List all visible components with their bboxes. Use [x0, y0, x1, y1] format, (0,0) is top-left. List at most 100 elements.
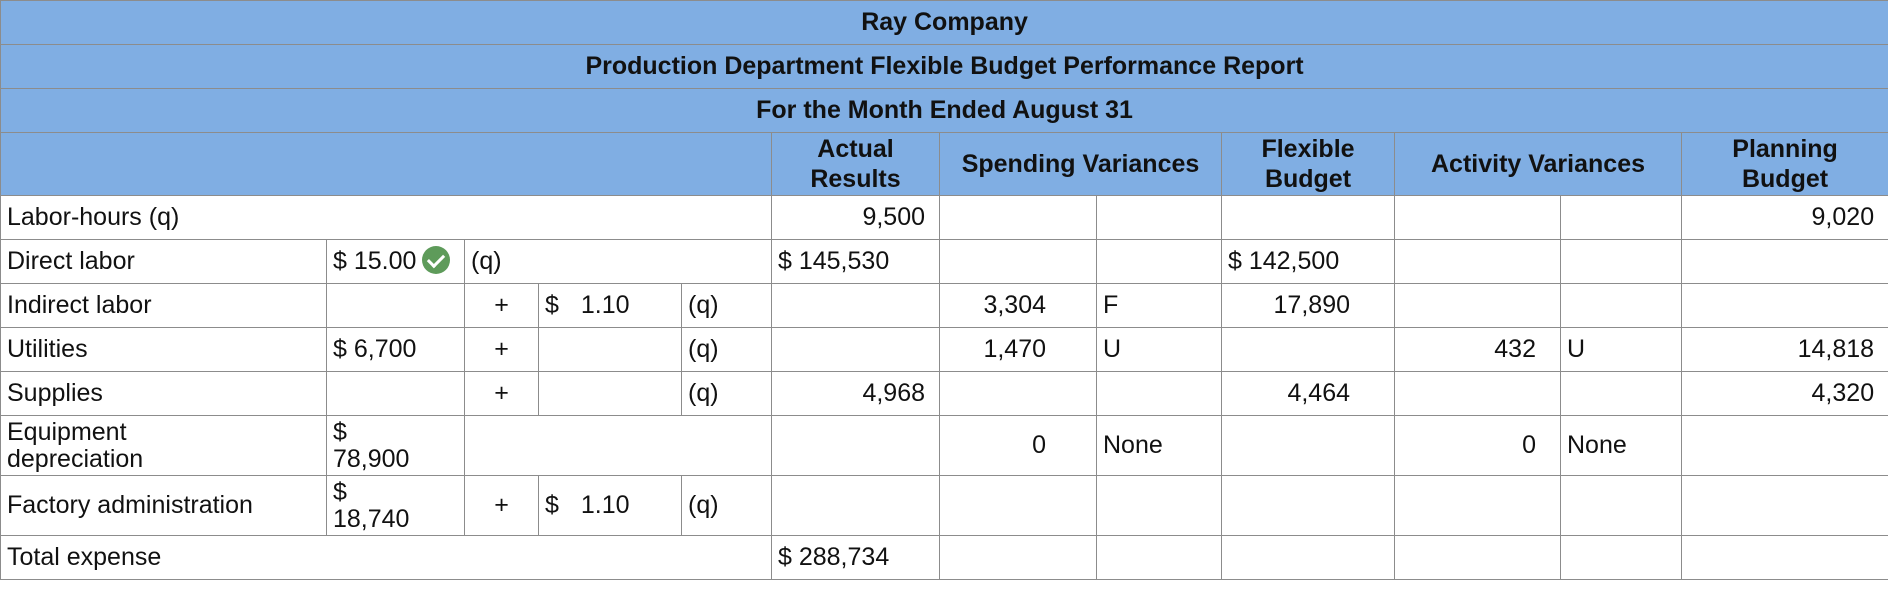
spending-fu-cell[interactable]: None: [1096, 415, 1222, 476]
column-header-activity: Activity Variances: [1394, 132, 1682, 196]
activity-fu-cell[interactable]: [1560, 475, 1682, 536]
planning-cell[interactable]: [1680, 475, 1888, 536]
actual-cell[interactable]: [771, 327, 940, 372]
fixed-cost-cell[interactable]: $18,740: [326, 475, 465, 536]
row-label: Equipment depreciation: [0, 415, 327, 476]
fixed-cost-value: 18,740: [333, 504, 410, 533]
activity-fu-cell[interactable]: [1560, 535, 1682, 580]
report-title: Production Department Flexible Budget Pe…: [0, 44, 1888, 89]
row-equipment-depreciation: Equipment depreciation $78,900 0 None 0 N…: [0, 415, 1888, 476]
rate-cell[interactable]: [538, 371, 682, 416]
q-cell: (q): [681, 475, 772, 536]
activity-fu-cell[interactable]: [1560, 239, 1682, 284]
spending-fu-cell[interactable]: U: [1096, 327, 1222, 372]
fixed-cost-cell[interactable]: $ 15.00: [326, 239, 465, 284]
spending-cell[interactable]: 1,470: [939, 327, 1097, 372]
column-header-planning: Planning Budget: [1680, 132, 1888, 196]
fixed-cost-dollar: $: [333, 417, 347, 446]
planning-cell[interactable]: [1680, 535, 1888, 580]
rate-cell[interactable]: $1.10: [538, 475, 682, 536]
row-utilities: Utilities $ 6,700 + (q) 1,470 U 432 U 14…: [0, 327, 1888, 372]
planning-cell[interactable]: [1680, 239, 1888, 284]
report-period: For the Month Ended August 31: [0, 88, 1888, 133]
actual-cell[interactable]: $ 145,530: [771, 239, 940, 284]
spending-cell[interactable]: [939, 535, 1097, 580]
flexible-cell[interactable]: 4,464: [1221, 371, 1395, 416]
spending-cell[interactable]: [939, 475, 1097, 536]
row-label: Utilities: [0, 327, 327, 372]
flexible-cell[interactable]: [1221, 535, 1395, 580]
flexible-cell[interactable]: $ 142,500: [1221, 239, 1395, 284]
fixed-cost-dollar: $: [333, 477, 347, 506]
activity-fu-cell[interactable]: [1560, 195, 1682, 240]
actual-cell[interactable]: [771, 283, 940, 328]
activity-cell[interactable]: [1394, 195, 1561, 240]
activity-cell[interactable]: [1394, 535, 1561, 580]
spending-fu-cell[interactable]: [1096, 371, 1222, 416]
spending-cell[interactable]: [939, 195, 1097, 240]
flexible-cell[interactable]: [1221, 415, 1395, 476]
activity-cell[interactable]: [1394, 239, 1561, 284]
flexible-cell[interactable]: [1221, 475, 1395, 536]
row-direct-labor: Direct labor $ 15.00 (q) $ 145,530 $ 142…: [0, 239, 1888, 284]
planning-cell[interactable]: [1680, 283, 1888, 328]
spending-fu-cell[interactable]: [1096, 535, 1222, 580]
actual-cell[interactable]: 9,500: [771, 195, 940, 240]
plus-sign: +: [464, 371, 539, 416]
rate-dollar: $: [545, 491, 559, 519]
activity-cell[interactable]: [1394, 283, 1561, 328]
rate-dollar: $: [545, 291, 559, 319]
variable-cost-blank: [464, 415, 772, 476]
row-label: Indirect labor: [0, 283, 327, 328]
fixed-cost-cell[interactable]: [326, 371, 465, 416]
spending-cell[interactable]: [939, 371, 1097, 416]
activity-cell[interactable]: 432: [1394, 327, 1561, 372]
activity-fu-cell[interactable]: [1560, 371, 1682, 416]
fixed-cost-value: 78,900: [333, 444, 410, 473]
flexible-cell[interactable]: 17,890: [1221, 283, 1395, 328]
actual-cell[interactable]: 4,968: [771, 371, 940, 416]
q-cell: (q): [681, 283, 772, 328]
flexible-cell[interactable]: [1221, 195, 1395, 240]
activity-fu-cell[interactable]: None: [1560, 415, 1682, 476]
column-header-blank: [0, 132, 772, 196]
spending-fu-cell[interactable]: [1096, 195, 1222, 240]
spending-cell[interactable]: [939, 239, 1097, 284]
actual-cell[interactable]: $ 288,734: [771, 535, 940, 580]
rate-value: 1.10: [580, 491, 630, 519]
column-header-spending: Spending Variances: [939, 132, 1222, 196]
activity-cell[interactable]: [1394, 475, 1561, 536]
spending-fu-cell[interactable]: [1096, 475, 1222, 536]
actual-cell[interactable]: [771, 415, 940, 476]
q-cell: (q): [681, 327, 772, 372]
column-header-actual: Actual Results: [771, 132, 940, 196]
activity-cell[interactable]: [1394, 371, 1561, 416]
spending-cell[interactable]: 3,304: [939, 283, 1097, 328]
row-supplies: Supplies + (q) 4,968 4,464 4,320: [0, 371, 1888, 416]
rate-cell[interactable]: [538, 327, 682, 372]
fixed-cost-cell[interactable]: $ 6,700: [326, 327, 465, 372]
flexible-cell[interactable]: [1221, 327, 1395, 372]
actual-cell[interactable]: [771, 475, 940, 536]
fixed-cost-value: $ 15.00: [333, 246, 417, 275]
row-label: Labor-hours (q): [0, 195, 772, 240]
plus-sign: +: [464, 475, 539, 536]
row-factory-administration: Factory administration $18,740 + $1.10 (…: [0, 475, 1888, 536]
rate-value: 1.10: [580, 291, 630, 319]
spending-fu-cell[interactable]: F: [1096, 283, 1222, 328]
planning-cell[interactable]: [1680, 415, 1888, 476]
spending-cell[interactable]: 0: [939, 415, 1097, 476]
rate-cell[interactable]: $1.10: [538, 283, 682, 328]
activity-cell[interactable]: 0: [1394, 415, 1561, 476]
q-cell: (q): [464, 239, 772, 284]
plus-sign: +: [464, 327, 539, 372]
spending-fu-cell[interactable]: [1096, 239, 1222, 284]
activity-fu-cell[interactable]: [1560, 283, 1682, 328]
fixed-cost-cell[interactable]: $78,900: [326, 415, 465, 476]
flexible-budget-report: Ray Company Production Department Flexib…: [0, 0, 1888, 580]
activity-fu-cell[interactable]: U: [1560, 327, 1682, 372]
fixed-cost-cell[interactable]: [326, 283, 465, 328]
planning-cell[interactable]: 4,320: [1680, 371, 1888, 416]
planning-cell[interactable]: 9,020: [1680, 195, 1888, 240]
planning-cell[interactable]: 14,818: [1680, 327, 1888, 372]
